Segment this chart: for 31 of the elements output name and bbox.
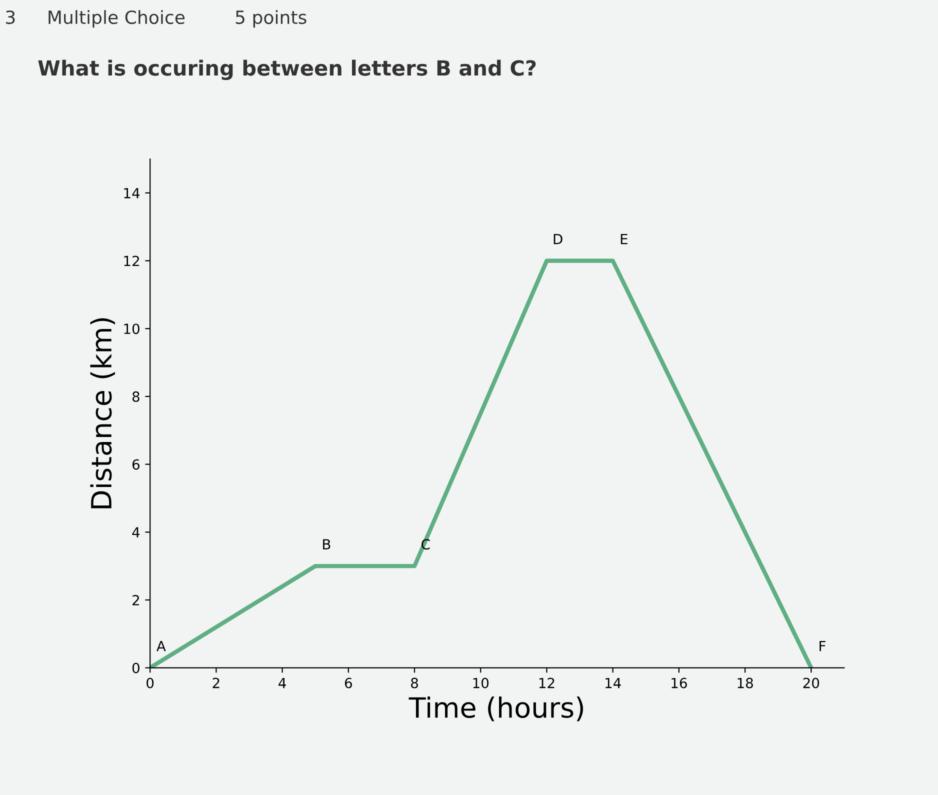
x-tick-label: 8 — [411, 678, 418, 688]
x-axis-title: Time (hours) — [408, 696, 584, 722]
x-tick-label: 20 — [803, 678, 820, 688]
y-tick-label: 4 — [132, 527, 140, 538]
annotation: D — [554, 234, 562, 244]
annotation: C — [422, 539, 430, 550]
text: 3 — [6, 10, 15, 24]
text: Multiple Choice — [48, 10, 185, 28]
chart-title: What is occuring between letters B and C? — [38, 60, 536, 80]
text: 5 points — [236, 10, 306, 28]
y-axis-title: Distance (km) — [90, 318, 116, 508]
x-tick-label: 14 — [606, 678, 621, 688]
annotation: A — [156, 641, 166, 652]
x-tick-label: 6 — [344, 678, 352, 688]
x-tick-label: 18 — [738, 678, 753, 688]
y-tick-label: 14 — [124, 188, 140, 198]
y-tick-label: 8 — [132, 391, 140, 402]
x-tick-label: 16 — [672, 678, 687, 688]
x-tick-label: 0 — [146, 678, 154, 688]
x-tick-label: 10 — [473, 678, 489, 688]
x-tick-label: 4 — [278, 678, 286, 688]
y-tick-label: 10 — [124, 324, 140, 334]
y-tick-label: 12 — [124, 256, 139, 266]
x-tick-label: 12 — [539, 678, 554, 688]
x-tick-label: 2 — [212, 678, 220, 688]
annotation: B — [323, 539, 330, 550]
y-tick-label: 6 — [132, 459, 140, 470]
y-tick-label: 2 — [132, 594, 139, 606]
annotation: E — [620, 234, 628, 244]
y-tick-label: 0 — [132, 662, 140, 674]
annotation: F — [820, 641, 826, 652]
